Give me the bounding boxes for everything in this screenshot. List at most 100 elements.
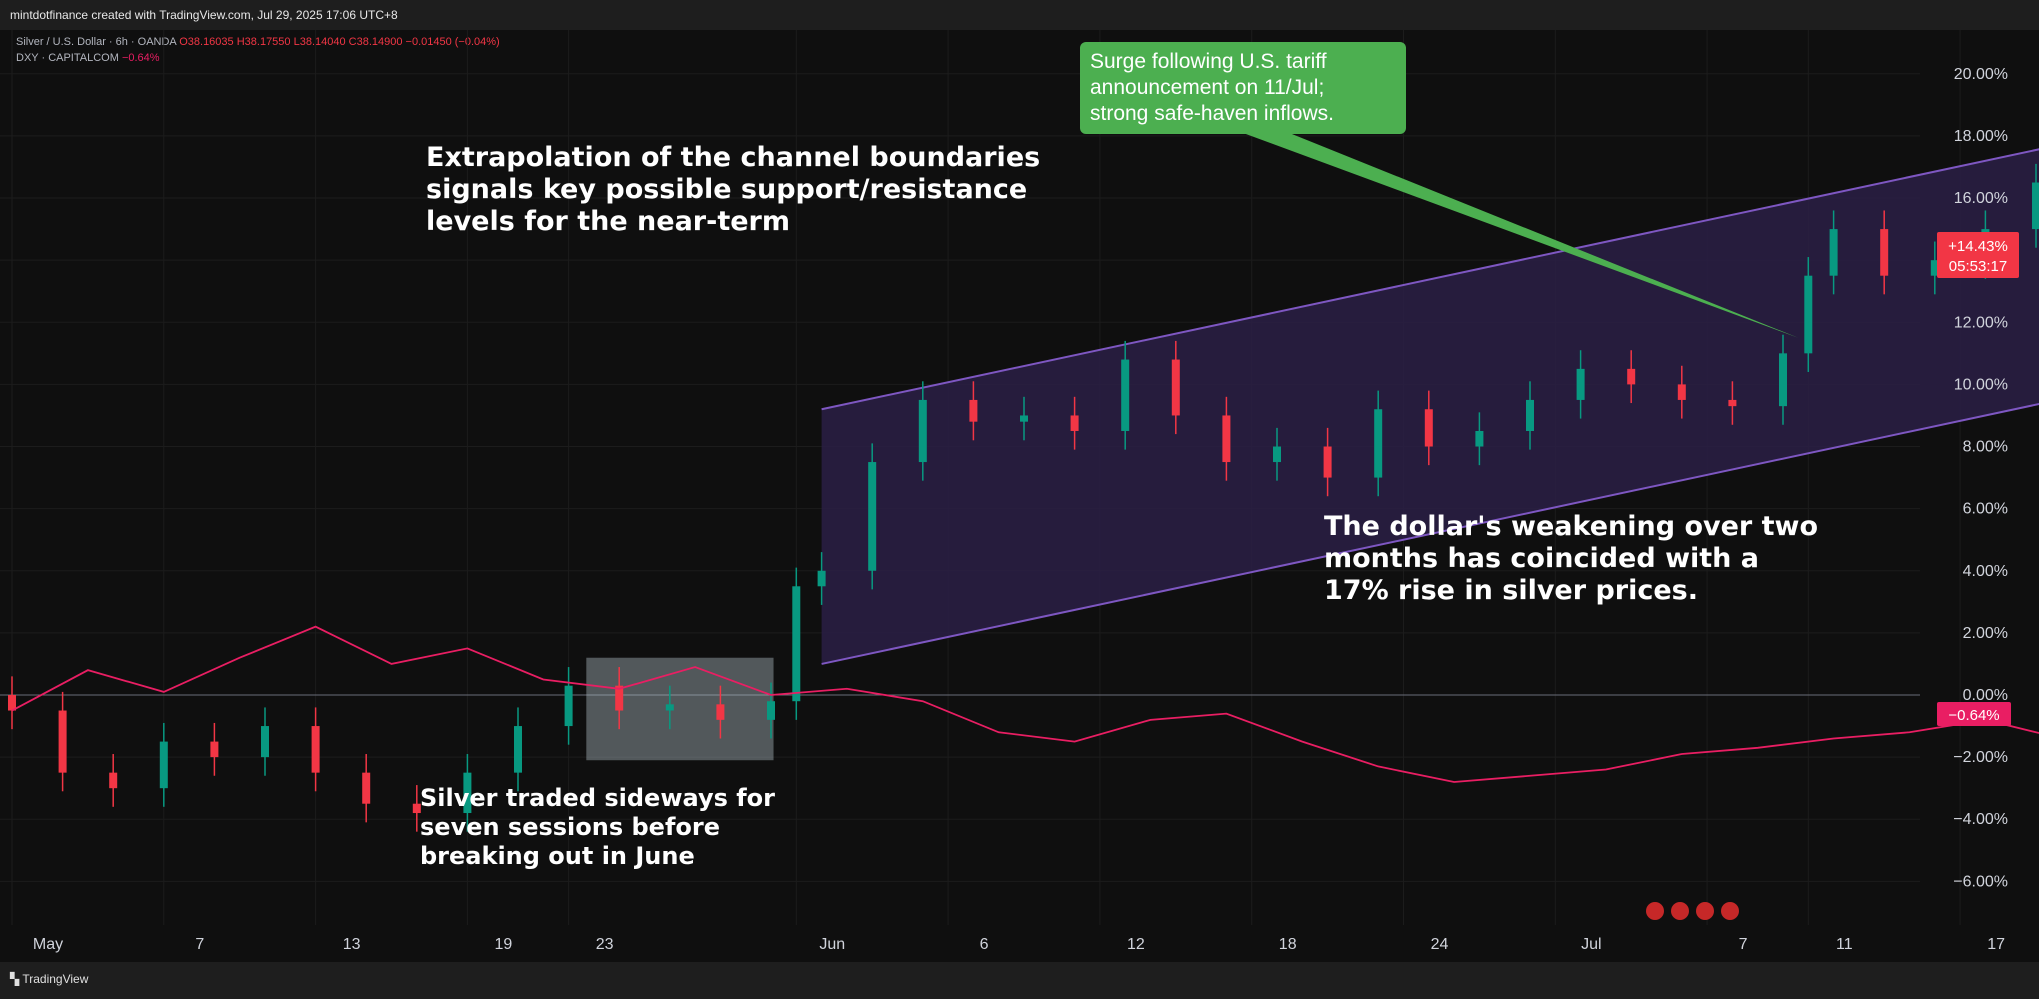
x-axis: May7131923Jun6121824Jul7111723Aug713 [33,936,2005,953]
candle[interactable] [1576,368,1585,400]
candle[interactable] [159,741,168,789]
y-tick-label: −6.00% [1953,873,2008,890]
candle[interactable] [261,726,269,758]
tradingview-logo[interactable]: ▚ TradingView [10,972,88,986]
candle[interactable] [767,701,775,720]
candle[interactable] [109,772,118,789]
ohlc-values: O38.16035 H38.17550 L38.14040 C38.14900 … [179,36,500,48]
candle[interactable] [1171,359,1180,416]
note-line: levels for the near-term [426,206,790,237]
candle[interactable] [868,462,877,571]
candle[interactable] [1323,446,1332,478]
dxy-change-badge-group[interactable]: −0.64% [1937,702,2011,726]
y-tick-label: 6.00% [1963,501,2008,518]
channel-lower-line[interactable] [821,291,2039,665]
candle[interactable] [1273,446,1281,463]
sideways-range-box[interactable] [586,657,774,761]
candle[interactable] [1424,409,1433,447]
candle[interactable] [1779,353,1787,407]
candle[interactable] [665,704,674,711]
candle[interactable] [463,772,472,814]
candle[interactable] [1475,430,1484,447]
x-tick-label: 17 [1987,936,2005,953]
x-tick-label: Jun [819,936,845,953]
candle[interactable] [1222,415,1231,463]
note-line: seven sessions before [420,813,720,841]
us-flag-icon[interactable] [1646,902,1664,920]
candle[interactable] [564,685,573,727]
symbol-legend: Silver / U.S. Dollar · 6h · OANDA O38.16… [16,34,500,66]
candle[interactable] [1526,399,1534,431]
y-tick-label: 4.00% [1963,563,2008,580]
candle[interactable] [1121,359,1130,431]
channel-fill [821,149,2039,664]
callout-pointer [1235,130,1799,338]
x-tick-label: Jul [1581,936,1601,953]
x-tick-label: 7 [195,936,204,953]
candle[interactable] [969,399,978,422]
attribution-text: mintdotfinance created with TradingView.… [10,8,398,22]
x-tick-label: 7 [1739,936,1748,953]
x-tick-label: 24 [1431,936,1449,953]
y-tick-label: 8.00% [1963,439,2008,456]
x-tick-label: May [33,936,63,953]
compare-symbol[interactable]: DXY · CAPITALCOM [16,52,119,64]
dollar-note: The dollar's weakening over two months ha… [1324,511,1818,606]
candle[interactable] [58,710,67,773]
channel-note: Extrapolation of the channel boundaries s… [426,142,1040,237]
event-flags[interactable] [1646,902,1739,920]
candle[interactable] [1880,229,1889,276]
candle[interactable] [615,685,624,711]
candle[interactable] [2032,182,2039,230]
candle[interactable] [1020,415,1028,422]
tradingview-logo-icon: ▚ [10,972,20,986]
note-line: Surge following U.S. tariff [1090,50,1327,73]
candle[interactable] [817,570,826,587]
candle[interactable] [1930,260,1939,276]
candle[interactable] [1627,368,1636,385]
candle[interactable] [1829,229,1838,276]
candle[interactable] [311,726,320,773]
tariff-callout[interactable]: Surge following U.S. tariff announcement … [1080,42,1799,338]
x-tick-label: 13 [343,936,361,953]
note-line: breaking out in June [420,842,695,870]
candle[interactable] [1728,399,1737,407]
x-tick-label: 23 [596,936,614,953]
candle[interactable] [792,586,801,702]
candle[interactable] [1677,384,1686,400]
y-axis: 20.00%18.00%16.00%14.00%12.00%10.00%8.00… [1953,66,2008,891]
symbol-line[interactable]: Silver / U.S. Dollar · 6h · OANDA [16,36,177,48]
dxy-change-badge: −0.64% [1948,707,1999,724]
x-tick-label: 12 [1127,936,1145,953]
channel-upper-line[interactable] [821,37,2039,411]
tariff-note: Surge following U.S. tariff announcement … [1090,50,1334,125]
us-flag-icon[interactable] [1671,902,1689,920]
candle[interactable] [362,772,371,804]
note-line: announcement on 11/Jul; [1090,76,1324,99]
candle[interactable] [8,695,16,711]
brand-name: TradingView [22,972,89,986]
candle[interactable] [1070,415,1079,431]
us-flag-icon[interactable] [1721,902,1739,920]
candle[interactable] [514,726,522,773]
attribution-bar: mintdotfinance created with TradingView.… [0,0,2039,30]
price-chart[interactable]: Surge following U.S. tariff announcement … [0,0,2039,962]
silver-candles [8,163,2039,832]
candle[interactable] [412,803,421,814]
dxy-line[interactable] [11,625,2039,783]
candle[interactable] [1804,275,1813,354]
footer-bar [0,962,2039,999]
candle[interactable] [716,704,725,720]
candle[interactable] [918,399,927,463]
note-line: months has coincided with a [1324,543,1759,574]
dxy-badge-bg [1937,702,2011,726]
silver-timer-badge: 05:53:17 [1949,258,2007,275]
note-line: The dollar's weakening over two [1324,511,1818,542]
silver-change-badge: +14.43% [1948,238,2008,255]
candle[interactable] [1374,409,1383,478]
us-flag-icon[interactable] [1696,902,1714,920]
candle[interactable] [210,741,219,758]
silver-price-badge[interactable]: +14.43% 05:53:17 [1937,232,2019,278]
x-tick-label: 6 [980,936,989,953]
y-tick-label: 12.00% [1954,314,2008,331]
